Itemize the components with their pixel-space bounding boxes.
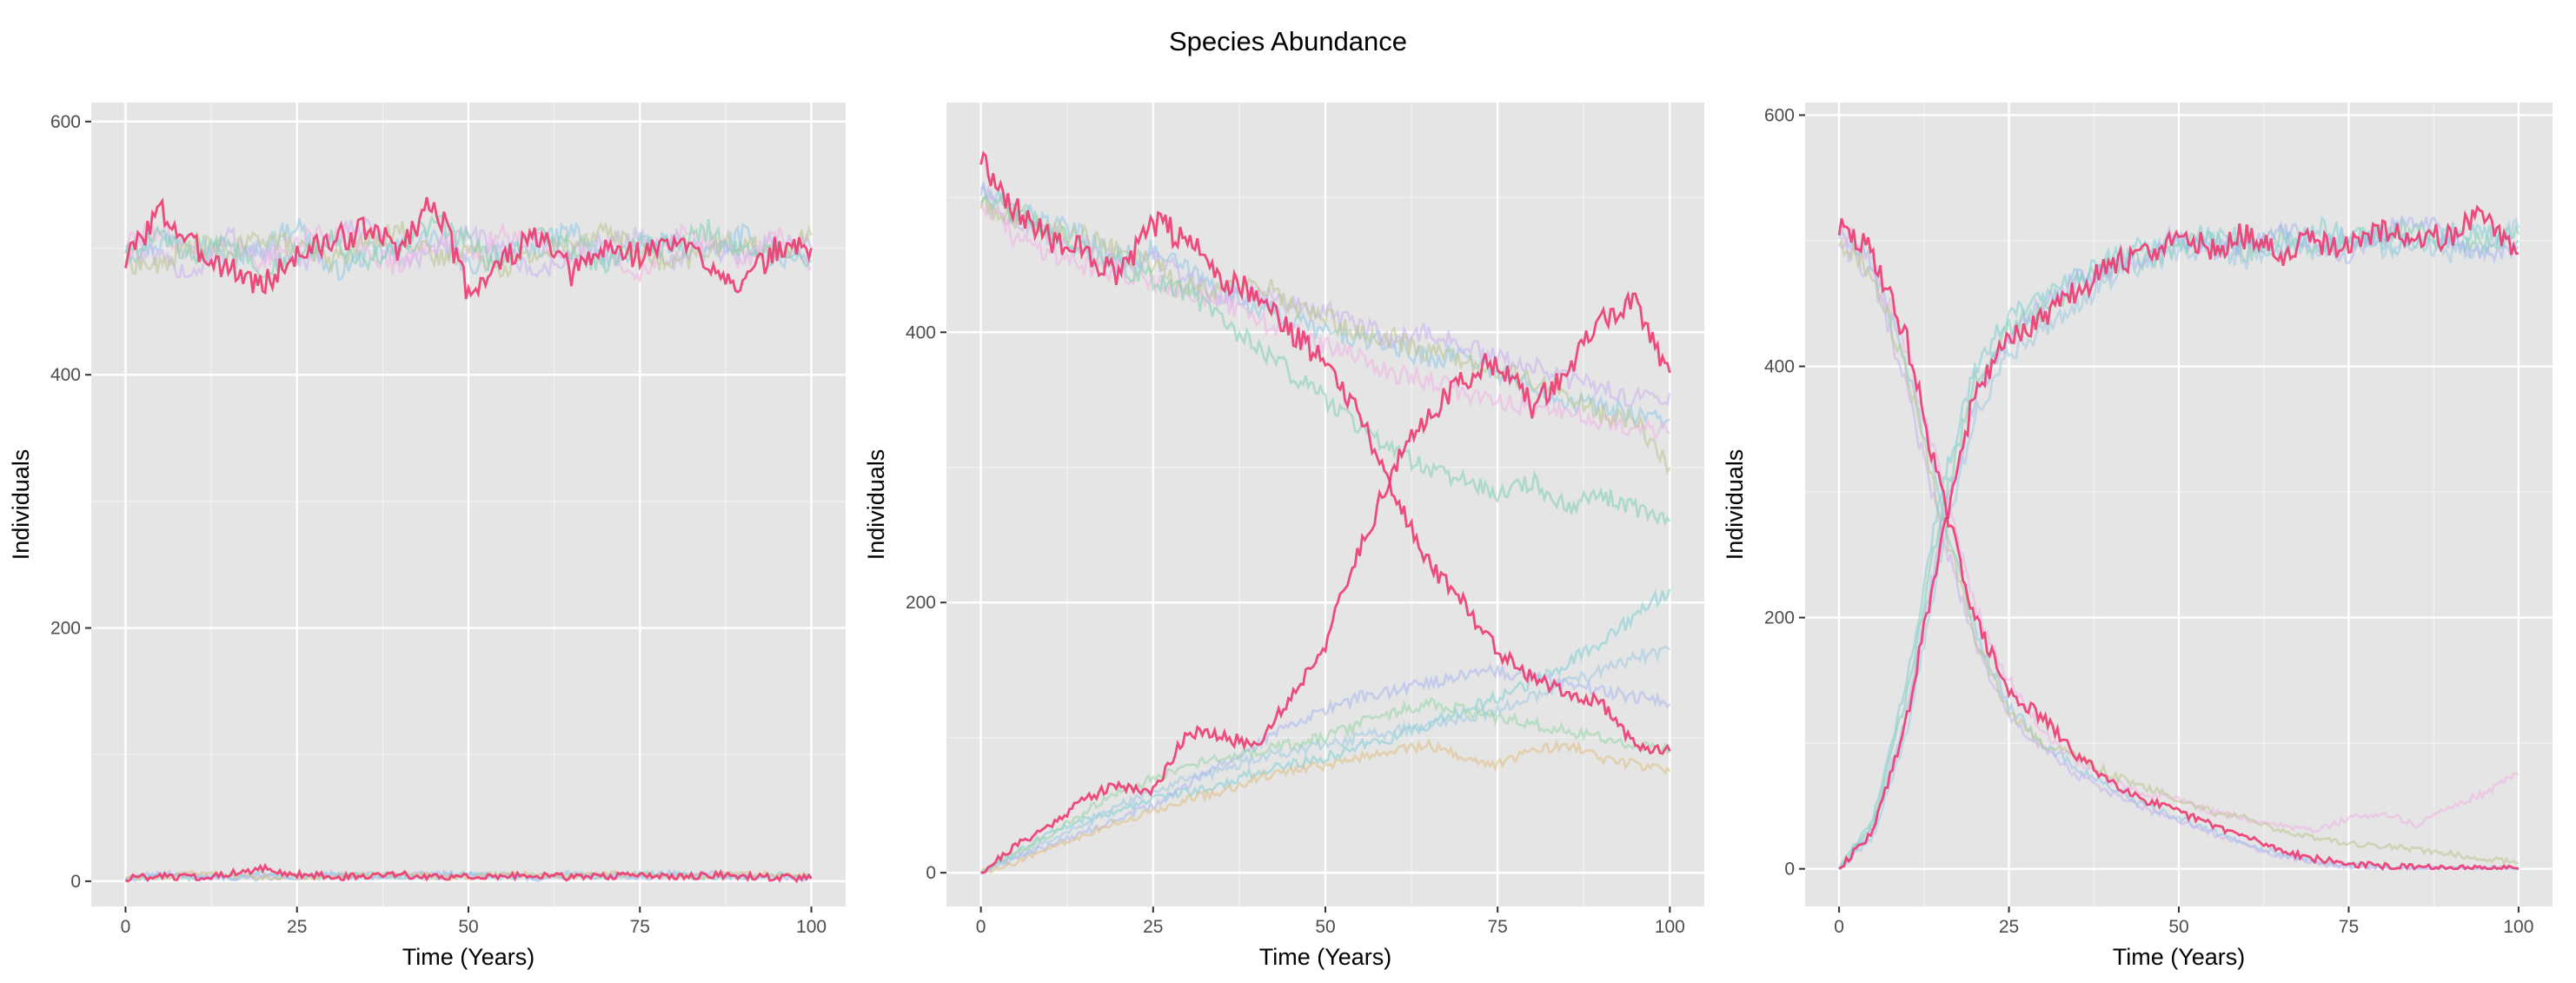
series-line (1838, 214, 2520, 870)
highlight-series-line (979, 150, 1671, 755)
x-tick-label: 0 (1834, 917, 1844, 937)
figure-title: Species Abundance (1168, 26, 1408, 56)
series-line (979, 183, 1671, 408)
x-tick-label: 100 (796, 917, 827, 937)
x-tick-label: 25 (287, 917, 307, 937)
x-axis-label: Time (Years) (2113, 944, 2246, 970)
y-tick-label: 600 (1764, 105, 1795, 125)
y-tick-label: 0 (926, 863, 936, 883)
y-tick-label: 0 (70, 872, 81, 892)
x-tick-label: 50 (1315, 917, 1335, 937)
highlight-series-line (125, 862, 813, 884)
highlight-series-line (1837, 217, 2520, 872)
x-tick-label: 75 (630, 917, 650, 937)
series-group (124, 196, 813, 884)
y-tick-label: 600 (50, 112, 81, 132)
series-group (1837, 204, 2520, 872)
panel-3: 0 25 50 75 100 0 200 400 600 Time (Years) Individu… (1722, 103, 2553, 970)
y-axis-label: Individuals (1722, 449, 1748, 561)
y-tick-label: 400 (1764, 357, 1795, 377)
highlight-series-line (980, 290, 1671, 874)
series-line (124, 220, 813, 279)
x-tick-label: 100 (2503, 917, 2533, 937)
series-line (124, 216, 813, 279)
x-tick-label: 75 (2339, 917, 2359, 937)
x-tick-label: 0 (121, 917, 131, 937)
y-tick-label: 200 (906, 593, 936, 613)
panel-1: 0 25 50 75 100 0 200 400 600 Time (Years) Individu… (8, 103, 846, 970)
panel-2: 0 25 50 75 100 0 200 400 Time (Years) Individuals (863, 103, 1704, 970)
x-tick-label: 25 (1143, 917, 1163, 937)
x-tick-label: 50 (458, 917, 478, 937)
y-axis-label: Individuals (863, 449, 889, 561)
x-tick-label: 100 (1655, 917, 1685, 937)
y-tick-label: 200 (1764, 608, 1795, 628)
y-tick-label: 400 (906, 322, 936, 342)
series-group (979, 150, 1671, 874)
series-line (980, 588, 1671, 874)
highlight-series-line (1838, 204, 2520, 870)
x-axis-label: Time (Years) (1259, 944, 1392, 970)
x-tick-label: 25 (1999, 917, 2019, 937)
series-line (1837, 236, 2520, 866)
x-tick-label: 50 (2168, 917, 2188, 937)
x-tick-label: 0 (976, 917, 986, 937)
series-line (979, 738, 1671, 874)
x-axis-label: Time (Years) (402, 944, 535, 970)
series-line (1837, 219, 2520, 834)
highlight-series-line (124, 196, 813, 300)
y-tick-label: 400 (50, 365, 81, 385)
y-tick-label: 200 (50, 619, 81, 639)
series-line (979, 696, 1671, 874)
y-axis-label: Individuals (8, 449, 34, 561)
series-line (124, 214, 813, 279)
x-tick-label: 75 (1488, 917, 1508, 937)
y-tick-label: 0 (1784, 860, 1795, 880)
